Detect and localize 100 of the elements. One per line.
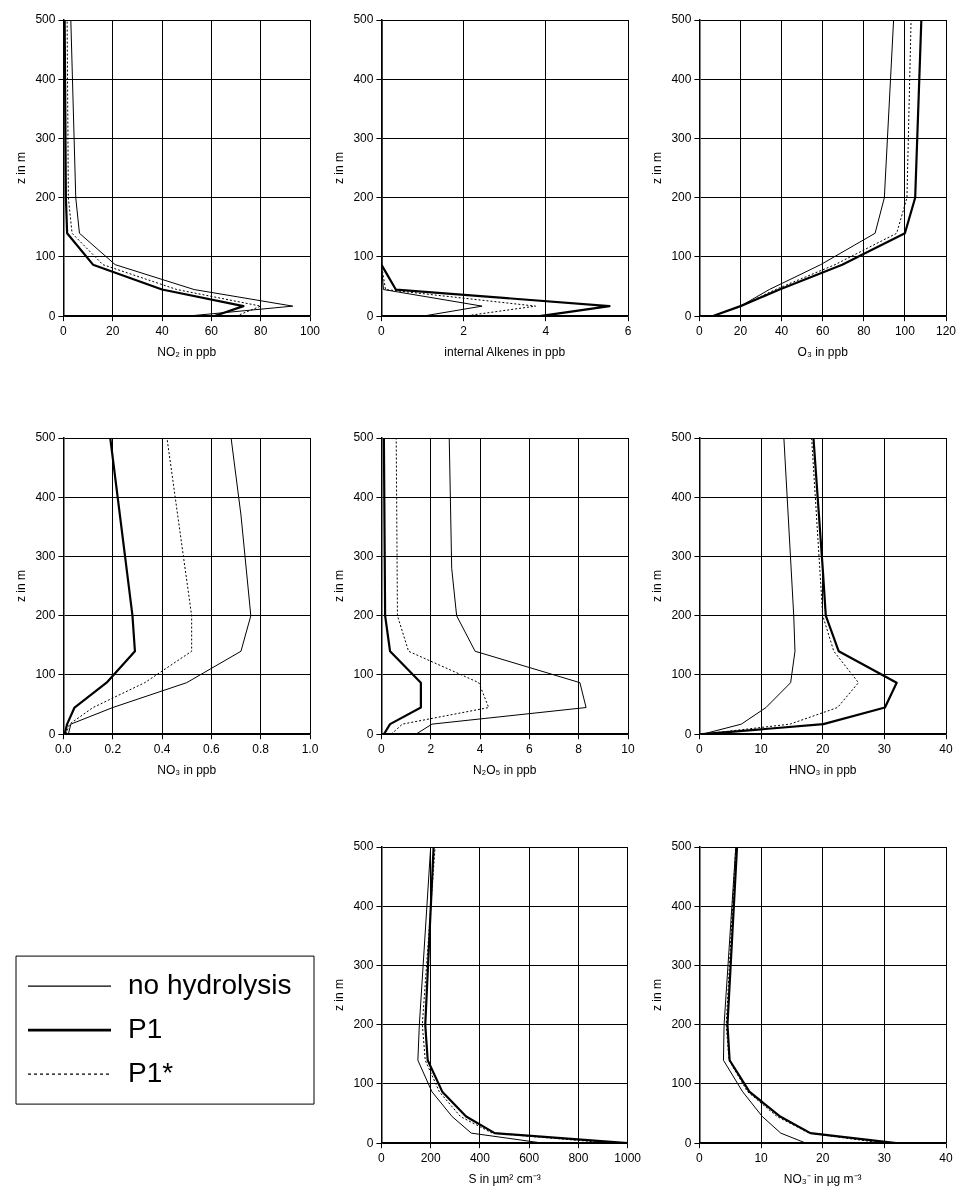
x-tick-label: 10 — [621, 741, 635, 756]
x-tick-label: 0 — [378, 323, 386, 338]
y-tick-label: 400 — [353, 71, 374, 86]
x-tick-label: 1.0 — [301, 741, 319, 756]
x-tick-label: 40 — [939, 741, 953, 756]
x-tick-label: 60 — [204, 323, 219, 338]
y-tick-label: 500 — [35, 430, 56, 445]
x-tick-label: 30 — [877, 1150, 892, 1165]
x-tick-label: 600 — [519, 1150, 540, 1165]
y-tick-label: 200 — [353, 1017, 374, 1032]
x-tick-label: 1000 — [614, 1150, 642, 1165]
y-tick-label: 200 — [35, 608, 56, 623]
y-tick-label: 400 — [353, 489, 374, 504]
x-tick-label: 20 — [816, 1150, 830, 1165]
y-axis-title: z in m — [649, 570, 664, 603]
x-tick-label: 400 — [469, 1150, 491, 1165]
x-axis-title: S in µm² cm⁻³ — [468, 1172, 541, 1187]
y-tick-label: 500 — [671, 839, 692, 854]
x-tick-label: 100 — [894, 323, 916, 338]
y-tick-label: 0 — [366, 308, 374, 323]
x-axis-title: N₂O₅ in ppb — [472, 763, 537, 778]
y-tick-label: 500 — [353, 430, 374, 445]
x-tick-label: 120 — [935, 323, 957, 338]
x-tick-label: 80 — [254, 323, 268, 338]
x-tick-label: 40 — [939, 1150, 953, 1165]
y-tick-label: 400 — [353, 898, 374, 913]
x-tick-label: 40 — [774, 323, 789, 338]
x-tick-label: 0.2 — [104, 741, 122, 756]
x-axis-title: NO₃ in ppb — [157, 763, 217, 778]
y-tick-label: 300 — [353, 130, 374, 145]
y-tick-label: 300 — [35, 130, 56, 145]
x-tick-label: 60 — [816, 323, 830, 338]
y-tick-label: 100 — [671, 249, 692, 264]
x-tick-label: 0.8 — [252, 741, 270, 756]
x-tick-label: 0 — [696, 323, 704, 338]
y-tick-label: 200 — [671, 1017, 692, 1032]
y-tick-label: 200 — [353, 608, 374, 623]
y-tick-label: 0 — [684, 308, 692, 323]
x-tick-label: 6 — [526, 741, 534, 756]
x-axis-title: O₃ in ppb — [797, 345, 849, 360]
y-tick-label: 300 — [35, 548, 56, 563]
y-tick-label: 100 — [35, 249, 56, 264]
x-tick-label: 0.4 — [153, 741, 171, 756]
x-axis-title: NO₃⁻ in µg m⁻³ — [783, 1172, 862, 1187]
x-tick-label: 2 — [460, 323, 468, 338]
y-tick-label: 200 — [35, 190, 56, 205]
y-tick-label: 100 — [35, 667, 56, 682]
y-axis-title: z in m — [331, 979, 346, 1012]
x-tick-label: 0.6 — [203, 741, 221, 756]
y-axis-title: z in m — [649, 152, 664, 185]
y-tick-label: 100 — [671, 1076, 692, 1091]
x-tick-label: 0 — [378, 741, 386, 756]
y-tick-label: 500 — [353, 12, 374, 27]
y-tick-label: 400 — [671, 898, 692, 913]
x-tick-label: 2 — [427, 741, 435, 756]
x-tick-label: 200 — [420, 1150, 441, 1165]
y-tick-label: 0 — [48, 308, 56, 323]
y-axis-title: z in m — [649, 979, 664, 1012]
y-tick-label: 500 — [353, 839, 374, 854]
x-axis-title: internal Alkenes in ppb — [444, 345, 566, 360]
x-tick-label: 100 — [299, 323, 321, 338]
x-tick-label: 20 — [106, 323, 120, 338]
y-axis-title: z in m — [13, 152, 28, 185]
y-tick-label: 0 — [366, 726, 374, 741]
x-tick-label: 0 — [696, 741, 704, 756]
y-tick-label: 100 — [353, 249, 374, 264]
y-axis-title: z in m — [13, 570, 28, 603]
x-tick-label: 80 — [857, 323, 871, 338]
y-tick-label: 400 — [671, 71, 692, 86]
y-tick-label: 200 — [671, 190, 692, 205]
x-tick-label: 0 — [378, 1150, 386, 1165]
x-tick-label: 30 — [877, 741, 892, 756]
y-tick-label: 200 — [353, 190, 374, 205]
x-tick-label: 8 — [575, 741, 583, 756]
x-tick-label: 40 — [155, 323, 170, 338]
x-tick-label: 0 — [696, 1150, 704, 1165]
y-axis-title: z in m — [331, 152, 346, 185]
y-tick-label: 400 — [671, 489, 692, 504]
y-tick-label: 100 — [671, 667, 692, 682]
x-tick-label: 20 — [733, 323, 748, 338]
y-axis-title: z in m — [331, 570, 346, 603]
x-tick-label: 0.0 — [55, 741, 73, 756]
legend-label: no hydrolysis — [128, 968, 292, 1000]
x-tick-label: 4 — [476, 741, 484, 756]
y-tick-label: 400 — [35, 489, 56, 504]
y-tick-label: 0 — [684, 1135, 692, 1150]
y-tick-label: 300 — [353, 957, 374, 972]
x-tick-label: 4 — [542, 323, 550, 338]
x-tick-label: 20 — [816, 741, 830, 756]
y-tick-label: 500 — [671, 12, 692, 27]
y-tick-label: 300 — [353, 548, 374, 563]
y-tick-label: 0 — [684, 726, 692, 741]
y-tick-label: 100 — [353, 667, 374, 682]
y-tick-label: 100 — [353, 1076, 374, 1091]
x-tick-label: 800 — [568, 1150, 589, 1165]
x-tick-label: 0 — [60, 323, 68, 338]
y-tick-label: 300 — [671, 130, 692, 145]
y-tick-label: 300 — [671, 548, 692, 563]
x-tick-label: 6 — [624, 323, 632, 338]
y-tick-label: 0 — [48, 726, 56, 741]
